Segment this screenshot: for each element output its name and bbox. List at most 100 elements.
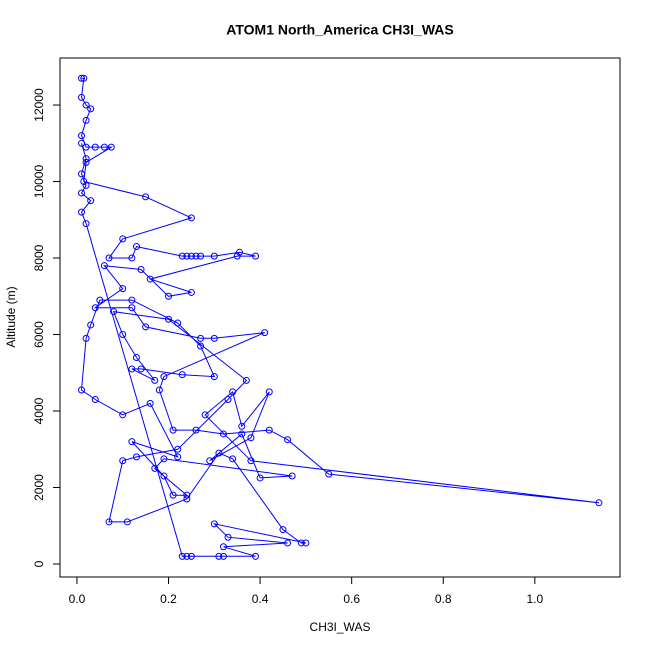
data-point <box>174 319 182 327</box>
data-point <box>91 396 99 404</box>
data-point <box>96 296 104 304</box>
data-point <box>284 539 292 547</box>
data-point <box>110 308 118 316</box>
y-tick-label: 12000 <box>32 88 46 122</box>
data-point <box>132 243 140 251</box>
data-point <box>137 365 145 373</box>
x-axis-label: CH3I_WAS <box>310 620 371 634</box>
data-point <box>219 430 227 438</box>
x-tick-label: 0.8 <box>435 592 452 606</box>
data-point <box>247 434 255 442</box>
data-point <box>80 178 88 186</box>
data-point <box>256 474 264 482</box>
data-point <box>160 373 168 381</box>
data-point <box>187 252 195 260</box>
data-point <box>233 252 241 260</box>
data-point <box>192 252 200 260</box>
data-point <box>123 518 131 526</box>
data-point <box>219 552 227 560</box>
data-point <box>78 132 86 140</box>
y-tick-label: 6000 <box>32 321 46 348</box>
data-point <box>224 396 232 404</box>
data-point <box>165 315 173 323</box>
data-point <box>219 543 227 551</box>
data-point <box>187 288 195 296</box>
data-point <box>297 539 305 547</box>
data-point <box>169 426 177 434</box>
x-tick-label: 1.0 <box>526 592 543 606</box>
data-point <box>119 457 127 465</box>
data-point <box>201 411 209 419</box>
data-point <box>160 472 168 480</box>
x-tick-label: 0.4 <box>252 592 269 606</box>
data-point <box>261 329 269 337</box>
data-point <box>80 74 88 82</box>
data-point <box>252 552 260 560</box>
data-point <box>210 520 218 528</box>
data-point <box>91 143 99 151</box>
data-point <box>128 254 136 262</box>
data-point <box>105 254 113 262</box>
data-point <box>187 214 195 222</box>
data-point <box>210 252 218 260</box>
data-point <box>302 539 310 547</box>
data-point <box>252 252 260 260</box>
data-point <box>78 189 86 197</box>
data-point <box>128 365 136 373</box>
data-point <box>91 304 99 312</box>
data-point <box>82 143 90 151</box>
data-point <box>87 197 95 205</box>
y-tick-label: 10000 <box>32 165 46 199</box>
plot-frame <box>59 57 621 578</box>
data-point <box>197 334 205 342</box>
data-point <box>82 158 90 166</box>
data-point <box>146 399 154 407</box>
series-line <box>80 77 599 557</box>
data-point <box>197 342 205 350</box>
data-point <box>229 388 237 396</box>
data-point <box>210 334 218 342</box>
data-point <box>137 266 145 274</box>
data-point <box>82 155 90 163</box>
data-point <box>183 552 191 560</box>
data-point <box>325 470 333 478</box>
data-point <box>229 455 237 463</box>
data-point <box>165 292 173 300</box>
data-point <box>107 143 115 151</box>
data-point <box>78 208 86 216</box>
data-point <box>284 436 292 444</box>
data-point <box>151 376 159 384</box>
data-point <box>178 552 186 560</box>
data-point <box>238 430 246 438</box>
x-tick-label: 0.2 <box>160 592 177 606</box>
data-point <box>146 275 154 283</box>
data-point <box>238 422 246 430</box>
data-point <box>142 193 150 201</box>
data-point <box>105 518 113 526</box>
data-point <box>142 323 150 331</box>
data-point <box>128 304 136 312</box>
data-point <box>78 74 86 82</box>
data-point <box>183 495 191 503</box>
data-point <box>160 455 168 463</box>
data-point <box>87 321 95 329</box>
data-point <box>119 411 127 419</box>
data-point <box>78 139 86 147</box>
data-point <box>119 285 127 293</box>
data-point <box>119 331 127 339</box>
data-point <box>100 262 108 270</box>
data-point <box>174 445 182 453</box>
data-point <box>78 386 86 394</box>
data-point <box>192 426 200 434</box>
data-point <box>279 526 287 534</box>
data-point <box>82 101 90 109</box>
y-tick-label: 0 <box>32 560 46 567</box>
data-point <box>155 386 163 394</box>
data-point <box>247 457 255 465</box>
data-point <box>119 235 127 243</box>
data-point <box>151 464 159 472</box>
data-point <box>132 353 140 361</box>
data-point <box>87 105 95 113</box>
data-point <box>128 438 136 446</box>
data-point <box>174 453 182 461</box>
